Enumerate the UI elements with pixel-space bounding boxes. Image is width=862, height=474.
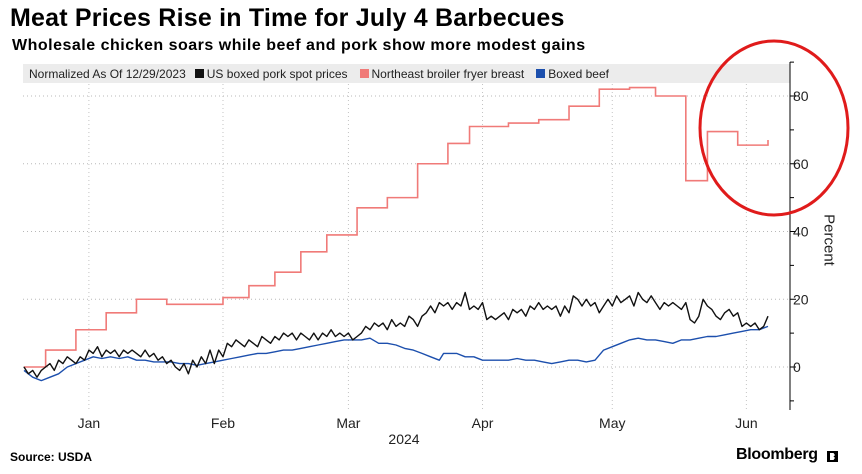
legend-label-beef: Boxed beef [548,66,609,81]
bloomberg-logo: Bloomberg [736,446,818,463]
chart-subtitle: Wholesale chicken soars while beef and p… [12,37,586,54]
x-tick-label: Mar [336,415,360,431]
legend-swatch-chicken [359,69,369,78]
series-line-beef [23,325,769,382]
x-year-label: 2024 [388,431,419,447]
y-tick-label: 80 [793,88,809,104]
legend-label-pork: US boxed pork spot prices [206,66,348,81]
bloomberg-terminal-icon [827,451,838,462]
source-note: Source: USDA [10,450,93,464]
x-tick-label: Feb [211,415,235,431]
chart-title: Meat Prices Rise in Time for July 4 Barb… [10,4,565,32]
normalization-label: Normalized As Of 12/29/2023 [29,66,186,81]
x-tick-label: Jun [735,415,758,431]
legend-swatch-beef [536,69,546,78]
chart-legend: Normalized As Of 12/29/2023 US boxed por… [23,64,790,83]
y-tick-label: 40 [793,224,809,240]
x-tick-label: Apr [472,415,494,431]
x-tick-label: Jan [78,415,101,431]
y-axis-label: Percent [820,214,838,266]
y-tick-label: 20 [793,291,809,307]
y-tick-label: 0 [793,359,801,375]
legend-label-chicken: Northeast broiler fryer breast [371,66,525,81]
legend-swatch-pork [194,69,204,78]
y-tick-label: 60 [793,156,809,172]
highlight-circle [698,39,850,217]
series-line-chicken [24,86,769,368]
series-line-pork [23,291,769,378]
x-tick-label: May [599,415,625,431]
